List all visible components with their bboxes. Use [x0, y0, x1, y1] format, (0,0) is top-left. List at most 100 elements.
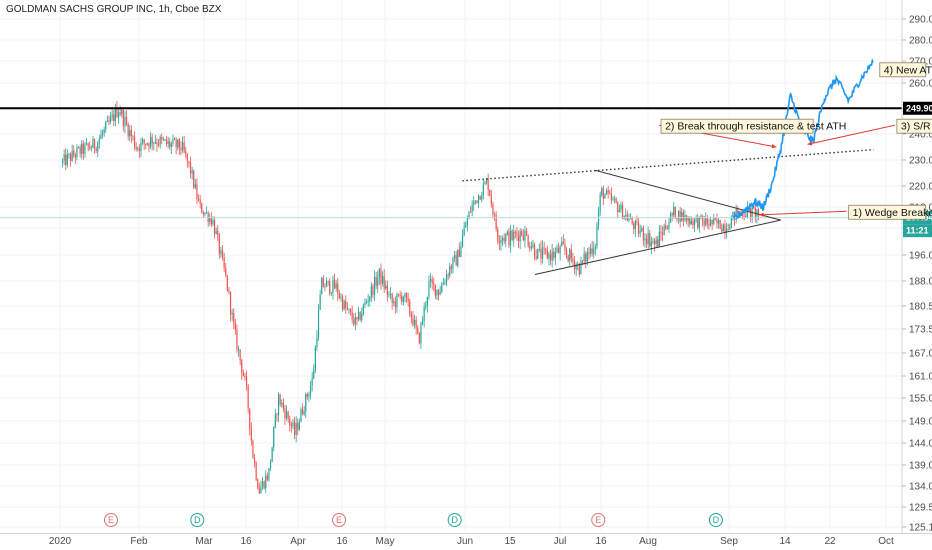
- candle-body: [511, 230, 513, 240]
- grid: [0, 0, 902, 532]
- candle-body: [754, 207, 756, 217]
- candle-body: [218, 234, 220, 254]
- candle-body: [345, 301, 347, 308]
- candle-body: [365, 301, 368, 303]
- candle-body: [698, 216, 700, 228]
- candle-body: [337, 283, 339, 295]
- candle-body: [663, 225, 665, 235]
- candle-body: [92, 139, 94, 149]
- candle-body: [727, 229, 729, 230]
- candle-body: [159, 137, 161, 145]
- candle-body: [225, 268, 227, 276]
- candle-body: [217, 230, 219, 235]
- candle-body: [516, 232, 518, 236]
- event-circle: [447, 513, 462, 527]
- candle-body: [173, 138, 176, 140]
- event-label: D: [451, 515, 458, 525]
- candle-body: [266, 475, 268, 480]
- candle-body: [724, 224, 726, 233]
- candle-body: [121, 110, 123, 115]
- candle-body: [457, 249, 459, 266]
- candle-body: [453, 255, 456, 258]
- candle-body: [316, 337, 318, 347]
- candle-body: [737, 209, 739, 214]
- event-circle: [103, 513, 118, 527]
- candle-body: [618, 210, 620, 213]
- candle-body: [452, 257, 454, 270]
- candle-body: [164, 139, 166, 141]
- candle-body: [524, 230, 526, 241]
- y-tick-label: 220.00: [909, 182, 932, 193]
- candle-body: [386, 285, 388, 295]
- candle-body: [161, 137, 163, 139]
- candle-body: [677, 210, 680, 220]
- candle-body: [420, 323, 422, 344]
- candle-body: [629, 217, 632, 220]
- candle-body: [492, 204, 494, 215]
- candle-body: [239, 349, 241, 361]
- candle-body: [641, 228, 643, 231]
- candle-body: [721, 228, 723, 232]
- candle-body: [418, 332, 420, 344]
- candle-body: [570, 249, 572, 259]
- candle-body: [434, 284, 436, 296]
- candle-body: [681, 212, 683, 222]
- candle-body: [321, 277, 323, 295]
- candle-body: [439, 292, 441, 295]
- candle-body: [204, 212, 206, 215]
- candle-body: [687, 217, 689, 221]
- wedge-bottom-line: [534, 219, 781, 275]
- candle-body: [309, 386, 312, 395]
- candle-body: [645, 238, 648, 245]
- candle-body: [287, 411, 289, 419]
- price-label-text: 11:21: [906, 226, 929, 236]
- candle-body: [447, 274, 449, 276]
- x-tick-label: 16: [595, 536, 607, 547]
- candle-body: [537, 248, 539, 259]
- candle-body: [135, 147, 137, 149]
- candle-body: [137, 148, 139, 149]
- candle-body: [191, 170, 193, 174]
- candle-body: [116, 107, 118, 118]
- candle-body: [609, 192, 611, 194]
- x-tick-label: May: [376, 536, 395, 547]
- candle-body: [397, 294, 400, 296]
- candle-body: [716, 219, 718, 224]
- candle-body: [581, 260, 584, 262]
- candle-body: [130, 130, 132, 137]
- annotations: 4) New ATH 2) Break through resistance & …: [658, 62, 932, 220]
- candle-body: [732, 211, 734, 218]
- candle-body: [471, 204, 473, 212]
- candle-body: [650, 241, 652, 247]
- x-tick-label: 15: [504, 536, 516, 547]
- candle-body: [700, 215, 702, 217]
- candle-body: [285, 411, 288, 419]
- candle-body: [436, 289, 438, 296]
- candle-body: [370, 286, 372, 297]
- candle-body: [281, 402, 283, 405]
- annotation-arrow: [759, 210, 847, 216]
- candle-body: [543, 247, 545, 249]
- candle-body: [583, 253, 585, 262]
- candle-body: [353, 319, 355, 325]
- candle-body: [466, 218, 468, 226]
- candle-body: [132, 136, 134, 137]
- candle-body: [551, 251, 553, 261]
- candle-body: [653, 241, 656, 245]
- candle-body: [324, 286, 326, 288]
- candle-body: [332, 279, 334, 293]
- candle-body: [660, 231, 662, 234]
- candle-body: [141, 139, 144, 142]
- candle-body: [605, 190, 608, 195]
- candle-body: [124, 116, 126, 126]
- candle-body: [495, 214, 497, 230]
- annotation-box: [896, 118, 932, 134]
- candle-body: [412, 317, 414, 326]
- candle-body: [540, 248, 542, 259]
- candle-body: [289, 418, 291, 425]
- event-circle: [591, 513, 606, 527]
- candle-body: [90, 148, 92, 149]
- candle-body: [260, 487, 262, 494]
- candle-body: [477, 195, 480, 204]
